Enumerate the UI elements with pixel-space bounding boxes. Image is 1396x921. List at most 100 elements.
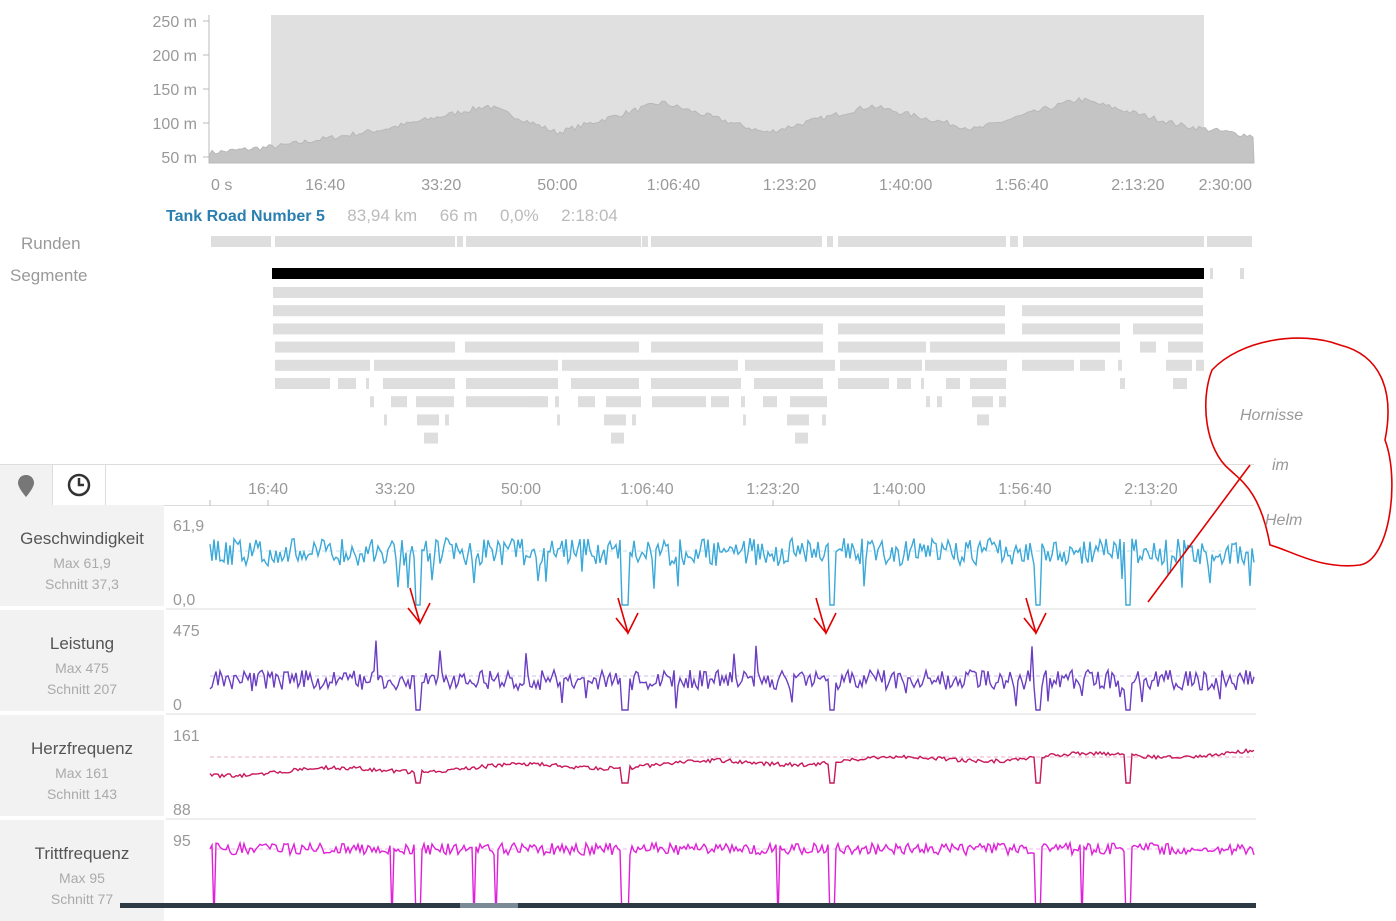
segment-bar[interactable] <box>787 414 809 426</box>
elevation-x-label: 0 s <box>211 177 232 194</box>
segment-bar[interactable] <box>424 432 438 444</box>
segment-bar[interactable] <box>416 396 454 408</box>
segment-bar[interactable] <box>611 432 624 444</box>
lap-bar[interactable] <box>838 236 1006 247</box>
segment-bar[interactable] <box>374 359 558 371</box>
segment-bar[interactable] <box>417 414 439 426</box>
segment-bar[interactable] <box>930 341 1120 353</box>
segment-bar[interactable] <box>822 414 826 426</box>
segment-bar[interactable] <box>273 323 823 335</box>
segment-bar[interactable] <box>838 323 1005 335</box>
time-view-button[interactable] <box>53 465 106 505</box>
segment-bar[interactable] <box>651 341 823 353</box>
segment-bar[interactable] <box>1196 359 1204 371</box>
segment-bar[interactable] <box>557 414 560 426</box>
lap-bar[interactable] <box>457 236 463 247</box>
segment-bar[interactable] <box>838 341 926 353</box>
elevation-x-labels: 0 s 16:40 33:20 50:00 1:06:40 1:23:20 1:40:00 1… <box>211 177 1252 194</box>
segment-bar[interactable] <box>754 378 823 389</box>
lap-bar[interactable] <box>651 236 822 247</box>
segment-bar[interactable] <box>838 378 889 389</box>
segment-name[interactable]: Tank Road Number 5 <box>166 208 325 225</box>
segment-bar[interactable] <box>790 396 827 408</box>
segment-bar[interactable] <box>652 396 706 408</box>
segment-bar[interactable] <box>555 396 559 408</box>
segment-bar-selected[interactable] <box>272 268 1204 279</box>
segment-bar[interactable] <box>273 287 1203 298</box>
segment-bar[interactable] <box>1080 359 1105 371</box>
segment-bar[interactable] <box>604 414 626 426</box>
segment-bar[interactable] <box>370 396 374 408</box>
segment-bar[interactable] <box>383 378 455 389</box>
segment-bar[interactable] <box>1240 268 1244 279</box>
segment-bar[interactable] <box>1022 305 1203 317</box>
segment-bar[interactable] <box>445 414 449 426</box>
segment-bar[interactable] <box>578 396 595 408</box>
metric-max: Max 61,9 <box>53 555 111 571</box>
map-view-button[interactable] <box>0 465 53 505</box>
horizontal-scrollbar[interactable] <box>120 903 1256 908</box>
lap-bar[interactable] <box>1207 236 1252 247</box>
segment-bar[interactable] <box>1022 359 1074 371</box>
segment-bar[interactable] <box>366 378 369 389</box>
lap-bar[interactable] <box>827 236 833 247</box>
segment-bar[interactable] <box>711 396 729 408</box>
lap-bar[interactable] <box>211 236 271 247</box>
metric-line-2 <box>209 748 1255 784</box>
segment-bar[interactable] <box>651 378 741 389</box>
segment-bar[interactable] <box>275 341 455 353</box>
segment-bar[interactable] <box>1022 323 1120 335</box>
segment-bar[interactable] <box>897 378 911 389</box>
segment-bar[interactable] <box>763 396 777 408</box>
segment-bar[interactable] <box>571 378 639 389</box>
lap-bar[interactable] <box>275 236 455 247</box>
lap-bar[interactable] <box>466 236 641 247</box>
segment-bar[interactable] <box>562 359 738 371</box>
segment-bar[interactable] <box>1173 378 1187 389</box>
segment-bar[interactable] <box>1166 359 1192 371</box>
lap-bar[interactable] <box>1010 236 1018 247</box>
lap-bar[interactable] <box>1023 236 1204 247</box>
segment-bar[interactable] <box>632 414 636 426</box>
segment-bar[interactable] <box>338 378 356 389</box>
segment-bar[interactable] <box>946 378 960 389</box>
segment-bar[interactable] <box>743 414 746 426</box>
annotation-pointer <box>1147 464 1251 603</box>
segment-bar[interactable] <box>606 396 641 408</box>
segment-bar[interactable] <box>795 432 808 444</box>
segment-bar[interactable] <box>1210 268 1213 279</box>
lap-bar[interactable] <box>642 236 648 247</box>
annotation-text: Hornisse <box>1240 407 1303 424</box>
segment-bar[interactable] <box>275 378 330 389</box>
segment-bar[interactable] <box>466 396 548 408</box>
segment-bar[interactable] <box>391 396 407 408</box>
metric-name: Trittfrequenz <box>34 844 130 863</box>
metric-name: Herzfrequenz <box>30 739 134 758</box>
annotation-text: Helm <box>1265 512 1302 529</box>
segment-bar[interactable] <box>745 359 835 371</box>
scrollbar-thumb[interactable] <box>460 903 518 908</box>
segment-bar[interactable] <box>925 359 1007 371</box>
segment-bar[interactable] <box>1168 341 1203 353</box>
segment-bar[interactable] <box>999 396 1006 408</box>
segment-bar[interactable] <box>972 396 993 408</box>
segment-bar[interactable] <box>1133 323 1203 335</box>
segment-bar[interactable] <box>1120 378 1125 389</box>
segment-bar[interactable] <box>1118 359 1122 371</box>
segment-bar[interactable] <box>926 396 930 408</box>
segment-bar[interactable] <box>921 378 924 389</box>
segment-bar[interactable] <box>529 396 543 408</box>
segment-bar[interactable] <box>840 359 922 371</box>
segment-bar[interactable] <box>466 378 558 389</box>
segment-bar[interactable] <box>275 359 370 371</box>
elevation-x-label: 2:30:00 <box>1199 177 1252 194</box>
segment-bar[interactable] <box>1140 341 1156 353</box>
segment-bar[interactable] <box>273 305 1005 317</box>
segment-bar[interactable] <box>970 378 1006 389</box>
segment-bar[interactable] <box>937 396 942 408</box>
segment-bar[interactable] <box>465 341 639 353</box>
segment-bar[interactable] <box>977 414 989 426</box>
segment-bar[interactable] <box>741 396 745 408</box>
time-axis-label: 16:40 <box>248 481 288 498</box>
segment-bar[interactable] <box>384 414 387 426</box>
